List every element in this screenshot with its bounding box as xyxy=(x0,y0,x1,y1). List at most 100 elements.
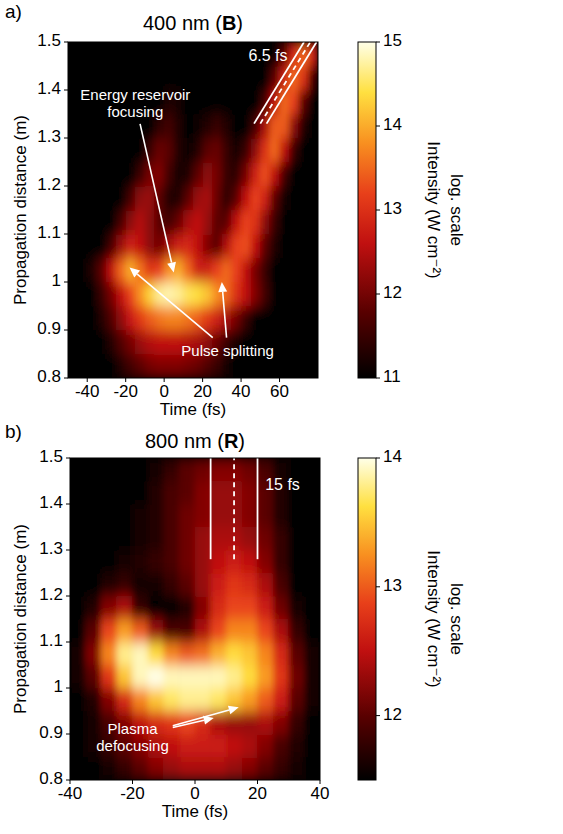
cell xyxy=(289,138,299,163)
cell xyxy=(250,306,260,331)
cell xyxy=(87,306,97,331)
x-axis-title: Time (fs) xyxy=(162,802,228,821)
cell xyxy=(125,330,135,355)
cell xyxy=(163,665,179,689)
cell xyxy=(298,354,308,378)
cell xyxy=(148,458,164,481)
cell xyxy=(183,258,193,283)
colorbar-title: Intensity (W cm⁻²) xyxy=(424,141,443,278)
cell xyxy=(298,306,308,331)
cell xyxy=(106,282,116,307)
cell xyxy=(97,42,107,66)
duration-edge-line xyxy=(257,458,259,559)
cell xyxy=(164,162,174,187)
cell xyxy=(179,757,195,780)
cell xyxy=(179,527,195,551)
cell xyxy=(116,330,126,355)
y-tick xyxy=(64,42,68,43)
cell xyxy=(77,330,87,355)
panel-label: b) xyxy=(5,421,22,442)
y-tick xyxy=(64,186,68,187)
cell xyxy=(179,458,195,481)
cell xyxy=(132,458,148,481)
cell xyxy=(195,550,211,574)
cell xyxy=(304,550,320,574)
plot-frame xyxy=(68,42,318,378)
y-tick-label: 0.9 xyxy=(39,723,63,742)
cell xyxy=(68,282,78,307)
cell xyxy=(212,282,222,307)
axes: -40-20020400.80.911.11.21.31.41.5Time (f… xyxy=(11,447,329,821)
cell xyxy=(85,573,101,597)
colorbar-subtitle: log. scale xyxy=(447,174,466,246)
cell xyxy=(289,330,299,355)
cell xyxy=(68,42,78,66)
annotation-arrow xyxy=(173,706,239,726)
cell xyxy=(195,688,211,712)
cell xyxy=(226,619,242,643)
cell xyxy=(68,306,78,331)
cell xyxy=(273,596,289,620)
y-tick-label: 1.1 xyxy=(37,223,61,242)
plot-frame xyxy=(70,458,320,780)
cell xyxy=(250,186,260,211)
plot-background xyxy=(70,458,320,780)
y-tick-label: 1.2 xyxy=(39,585,63,604)
cell xyxy=(145,186,155,211)
cell xyxy=(304,527,320,551)
cell xyxy=(193,234,203,259)
cell xyxy=(250,282,260,307)
cell xyxy=(106,162,116,187)
cell xyxy=(298,282,308,307)
cell xyxy=(210,619,226,643)
duration-label: 6.5 fs xyxy=(248,47,287,64)
cell xyxy=(148,596,164,620)
y-tick-label: 1 xyxy=(52,271,61,290)
y-tick-label: 0.9 xyxy=(37,319,61,338)
annotation-arrow xyxy=(140,124,176,273)
cell xyxy=(117,596,133,620)
cell xyxy=(179,573,195,597)
cell xyxy=(132,619,148,643)
cell xyxy=(308,66,318,91)
axes: -40-2002040600.80.911.11.21.31.41.5Time … xyxy=(11,31,289,419)
annotation-line: Pulse splitting xyxy=(181,342,274,359)
cell xyxy=(132,550,148,574)
cell xyxy=(289,162,299,187)
cell xyxy=(101,550,117,574)
cell xyxy=(257,688,273,712)
cell xyxy=(183,138,193,163)
cell xyxy=(101,573,117,597)
cell xyxy=(183,282,193,307)
title: 800 nm (R) xyxy=(145,430,245,452)
cell xyxy=(183,306,193,331)
cell xyxy=(222,162,232,187)
cell xyxy=(241,282,251,307)
cell xyxy=(77,42,87,66)
cell xyxy=(241,210,251,235)
cell xyxy=(308,330,318,355)
cell xyxy=(145,306,155,331)
cell xyxy=(202,234,212,259)
cell xyxy=(257,596,273,620)
cell xyxy=(226,550,242,574)
cell xyxy=(132,688,148,712)
cell xyxy=(163,711,179,735)
cell xyxy=(242,550,258,574)
cell xyxy=(241,186,251,211)
cell xyxy=(106,138,116,163)
cell xyxy=(117,573,133,597)
cell xyxy=(154,258,164,283)
cell xyxy=(173,258,183,283)
cell xyxy=(148,619,164,643)
cell xyxy=(242,642,258,666)
title-part: 800 nm ( xyxy=(145,430,224,452)
cell xyxy=(164,138,174,163)
cell xyxy=(193,210,203,235)
cell xyxy=(87,114,97,139)
colorbar-tick xyxy=(376,210,380,211)
cell xyxy=(164,354,174,378)
colorbar-scale xyxy=(358,458,376,780)
cell xyxy=(117,504,133,528)
cell xyxy=(273,711,289,735)
